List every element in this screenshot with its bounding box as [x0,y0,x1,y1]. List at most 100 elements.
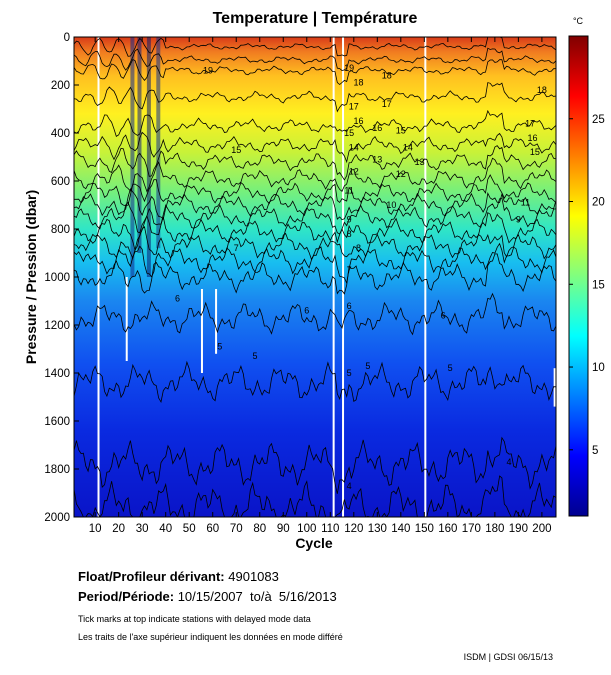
cold-plume [156,37,161,249]
missing-data-column [553,368,556,407]
missing-data-column [332,37,335,517]
colorbar-tick-label: 10 [592,362,605,374]
x-tick-label: 180 [485,523,504,535]
y-tick-label: 1000 [44,272,70,284]
x-tick-label: 90 [277,523,290,535]
contour-label: 11 [521,198,530,208]
contour-label: 4 [506,457,511,467]
contour-label: 12 [349,166,359,176]
contour-label: 7 [347,265,352,275]
contour-label: 19 [203,66,213,76]
x-tick-label: 70 [230,523,243,535]
period-label: Period/Période: [78,589,175,604]
contour-label: 8 [356,243,361,253]
contour-label: 17 [525,118,535,128]
y-tick-label: 200 [51,80,70,92]
x-tick-label: 160 [438,523,457,535]
contour-label: 7 [234,243,239,253]
isotherm-15 [74,145,556,181]
y-tick-label: 1200 [44,320,70,332]
x-tick-label: 190 [509,523,528,535]
x-tick-label: 40 [159,523,172,535]
contour-label: 16 [527,133,537,143]
contour-label: 14 [403,142,413,152]
contour-label: 10 [386,200,396,210]
contour-label: 12 [396,169,406,179]
x-tick-label: 200 [532,523,551,535]
contour-label: 15 [344,128,354,138]
y-tick-label: 0 [64,32,70,44]
x-tick-label: 150 [415,523,434,535]
isotherm-4 [74,436,556,494]
contour-label: 15 [530,147,540,157]
x-tick-label: 80 [253,523,266,535]
contour-label: 19 [344,63,354,73]
isotherm-12 [74,188,556,221]
colorbar-tick-label: 15 [592,279,605,291]
contour-label: 15 [396,126,406,136]
colorbar-tick-label: 25 [592,114,605,126]
isotherm-3 [74,475,556,517]
x-tick-label: 170 [462,523,481,535]
contour-label: 18 [353,78,363,88]
x-tick-label: 30 [136,523,149,535]
missing-data-column [424,37,427,517]
contour-label: 5 [347,368,352,378]
y-tick-label: 1600 [44,416,70,428]
y-axis-label: Pressure / Pression (dbar) [23,190,39,364]
isotherm-13 [74,174,556,207]
missing-data-column [125,277,128,361]
credit-line: ISDM | GDSI 06/15/13 [463,652,553,662]
temperature-field [74,37,556,517]
x-tick-label: 120 [344,523,363,535]
x-tick-label: 50 [183,523,196,535]
period-line: Period/Période: 10/15/2007 to/à 5/16/201… [78,589,337,604]
isotherm-16 [74,131,556,164]
note-french: Les traits de l'axe supérieur indiquent … [78,632,343,642]
note-english: Tick marks at top indicate stations with… [78,614,311,624]
contour-label: 16 [372,123,382,133]
y-tick-label: 400 [51,128,70,140]
contour-label: 6 [175,294,180,304]
contour-label: 17 [349,102,359,112]
float-id: 4901083 [228,569,279,584]
missing-data-column [200,289,203,373]
isotherm-11 [74,197,556,235]
contour-label: 5 [365,361,370,371]
y-tick-label: 800 [51,224,70,236]
x-axis-label: Cycle [295,535,333,551]
contour-label: 5 [253,351,258,361]
isotherm-20 [74,47,556,72]
contour-label: 5 [217,342,222,352]
float-label: Float/Profileur dérivant: [78,569,225,584]
isotherm-22 [74,37,556,57]
isotherm-10 [74,212,556,252]
contour-label: 4 [347,481,352,491]
contour-label: 13 [415,157,425,167]
colorbar-tick-label: 20 [592,197,605,209]
isotherm-17 [74,109,556,138]
x-tick-label: 110 [321,523,339,535]
contour-label: 6 [441,310,446,320]
y-tick-label: 1400 [44,368,70,380]
contour-label: 15 [231,145,241,155]
contour-label: 11 [344,186,353,196]
x-tick-label: 60 [206,523,219,535]
colorbar [568,35,589,517]
contour-label: 9 [516,214,521,224]
isotherm-18 [74,82,556,113]
contour-label: 14 [349,142,359,152]
x-tick-label: 100 [297,523,316,535]
contour-label: 5 [448,363,453,373]
x-tick-label: 20 [112,523,125,535]
cold-plume [146,37,151,277]
float-id-line: Float/Profileur dérivant: 4901083 [78,569,279,584]
contour-label: 8 [347,229,352,239]
colorbar-unit: °C [573,16,584,26]
isotherm-6 [74,292,556,336]
y-tick-label: 2000 [44,512,70,524]
contour-label: 18 [537,85,547,95]
contour-label: 13 [372,154,382,164]
